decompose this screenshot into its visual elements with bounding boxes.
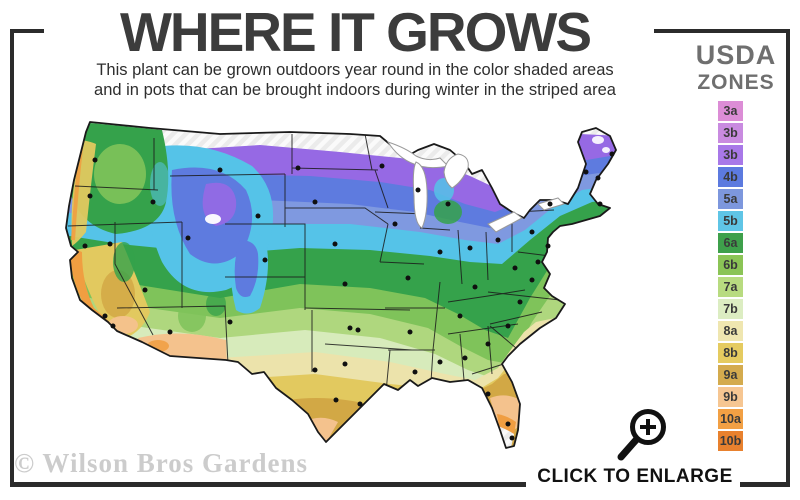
city-dot — [437, 359, 443, 365]
city-dot — [512, 265, 518, 271]
city-dot — [107, 241, 113, 247]
zone-swatch-10b-15: 10b — [718, 431, 743, 451]
city-dot — [392, 221, 398, 227]
zone-swatch-6b-7: 6b — [718, 255, 743, 275]
city-dot — [102, 313, 108, 319]
city-dot — [217, 167, 223, 173]
usda-zones-legend-title: USDA ZONES — [680, 40, 792, 94]
city-dot — [517, 299, 523, 305]
city-dot — [333, 397, 339, 403]
zone-swatch-5a-4: 5a — [718, 189, 743, 209]
zone-swatch-7b-9: 7b — [718, 299, 743, 319]
frame-bottom-right — [740, 482, 790, 487]
zone-swatch-8b-11: 8b — [718, 343, 743, 363]
city-dot — [332, 241, 338, 247]
city-dot — [583, 169, 589, 175]
city-dot — [312, 199, 318, 205]
subtitle: This plant can be grown outdoors year ro… — [55, 60, 655, 100]
city-dot — [462, 355, 468, 361]
usda-zone-map — [65, 121, 617, 449]
city-dot — [262, 257, 268, 263]
city-dot — [445, 201, 451, 207]
watermark: © Wilson Bros Gardens — [14, 448, 308, 478]
city-dot — [485, 391, 491, 397]
city-dot — [379, 163, 385, 169]
zone-swatch-9b-13: 9b — [718, 387, 743, 407]
city-dot — [227, 319, 233, 325]
city-dot — [415, 187, 421, 193]
city-dot — [87, 193, 93, 199]
city-dot — [547, 201, 553, 207]
city-dot — [609, 151, 615, 157]
city-dot — [312, 367, 318, 373]
city-dot — [597, 201, 603, 207]
city-dot — [509, 435, 515, 441]
legend-title-usda: USDA — [695, 40, 777, 70]
frame-top-left — [10, 29, 44, 33]
great-lakes — [386, 141, 565, 233]
city-dot — [529, 229, 535, 235]
city-dot — [357, 401, 363, 407]
zone-swatch-5b-5: 5b — [718, 211, 743, 231]
click-to-enlarge-button[interactable]: CLICK TO ENLARGE — [535, 400, 745, 488]
city-dot — [485, 341, 491, 347]
city-dot — [535, 259, 541, 265]
city-dot — [255, 213, 261, 219]
us-outline — [65, 121, 617, 449]
zone-legend-items: 3a 3b 3b 4b 5a 5b 6a 6b 7a 7b 8a 8b 9a 9b 10a 10b — [718, 101, 743, 453]
subtitle-line-1: This plant can be grown outdoors year ro… — [96, 61, 614, 79]
zone-swatch-10a-14: 10a — [718, 409, 743, 429]
city-dot — [505, 421, 511, 427]
city-dot — [437, 249, 443, 255]
city-dot — [92, 157, 98, 163]
city-dot — [529, 277, 535, 283]
city-dot — [595, 175, 601, 181]
city-dot — [347, 325, 353, 331]
zone-swatch-6a-6: 6a — [718, 233, 743, 253]
zone-swatch-3b-2: 3b — [718, 145, 743, 165]
zone-swatch-4b-3: 4b — [718, 167, 743, 187]
city-dot — [545, 243, 551, 249]
magnifier-icon — [617, 409, 666, 461]
frame-bottom-left — [10, 482, 526, 487]
city-dot — [467, 245, 473, 251]
city-dot — [167, 329, 173, 335]
zone-swatch-8a-10: 8a — [718, 321, 743, 341]
city-dot — [405, 275, 411, 281]
click-to-enlarge-label: CLICK TO ENLARGE — [537, 466, 733, 487]
city-dot — [472, 284, 478, 290]
city-dot — [342, 361, 348, 367]
frame-top-right — [654, 29, 790, 33]
city-dot — [150, 199, 156, 205]
frame-left — [10, 29, 14, 487]
zone-swatch-3b-1: 3b — [718, 123, 743, 143]
city-dot — [142, 287, 148, 293]
city-dot — [505, 323, 511, 329]
frame-right — [786, 29, 790, 487]
city-dot — [495, 237, 501, 243]
zone-swatch-7a-8: 7a — [718, 277, 743, 297]
city-dot — [185, 235, 191, 241]
legend-title-zones: ZONES — [697, 71, 775, 94]
city-dots — [82, 151, 615, 441]
city-dot — [110, 323, 116, 329]
city-dot — [412, 369, 418, 375]
city-dot — [355, 327, 361, 333]
subtitle-line-2: and in pots that can be brought indoors … — [94, 81, 616, 99]
city-dot — [295, 165, 301, 171]
city-dot — [457, 313, 463, 319]
city-dot — [342, 281, 348, 287]
page-title: WHERE IT GROWS — [119, 1, 592, 63]
zone-swatch-3a-0: 3a — [718, 101, 743, 121]
city-dot — [82, 243, 88, 249]
zone-swatch-9a-12: 9a — [718, 365, 743, 385]
city-dot — [407, 329, 413, 335]
